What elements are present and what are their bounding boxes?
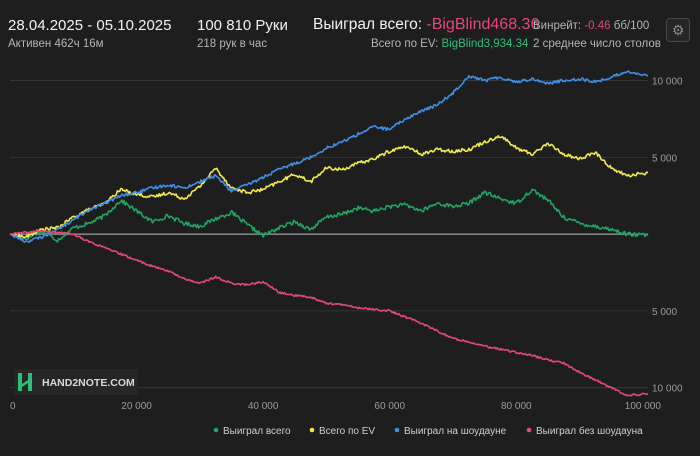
logo-text: HAND2NOTE.COM <box>42 377 135 389</box>
non-showdown-line <box>9 229 649 397</box>
x-tick-label: 100 000 <box>625 401 662 412</box>
chart-svg: 10 000 5 000 5 000 10 000 0 20 000 40 000 60 0… <box>9 70 683 437</box>
winrate: Винрейт: -0.46 бб/100 <box>533 20 649 32</box>
grid <box>10 80 648 389</box>
hands-per-hour: 218 рук в час <box>197 38 268 50</box>
active-time: Активен 462ч 16м <box>8 38 104 50</box>
gear-icon[interactable]: ⚙ <box>666 18 690 42</box>
legend-marker <box>213 427 219 433</box>
legend-item[interactable]: Выиграл всего <box>213 426 291 437</box>
winrate-label: Винрейт: <box>533 20 582 32</box>
y-tick-labels: 10 000 5 000 5 000 10 000 <box>652 76 683 394</box>
ev-value: BigBlind3,934.34 <box>441 38 529 50</box>
y-tick-label: 10 000 <box>652 76 683 87</box>
legend-item[interactable]: Выиграл без шоудауна <box>526 425 643 437</box>
date-range[interactable]: 28.04.2025 - 05.10.2025 <box>8 17 172 34</box>
logo-background <box>14 369 138 395</box>
hands-count: 100 810 Руки <box>197 17 288 34</box>
y-tick-label: 5 000 <box>652 153 677 164</box>
winrate-value: -0.46 <box>584 20 611 32</box>
results-chart: 10 000 5 000 5 000 10 000 0 20 000 40 000 60 0… <box>0 58 700 451</box>
legend-label: Выиграл всего <box>223 426 291 437</box>
x-tick-label: 0 <box>10 401 16 412</box>
winrate-unit: бб/100 <box>613 20 650 32</box>
summary-header: 28.04.2025 - 05.10.2025 Активен 462ч 16м… <box>0 0 700 58</box>
legend-label: Всего по EV <box>319 426 375 437</box>
x-tick-label: 20 000 <box>121 401 152 412</box>
legend-marker <box>309 427 315 433</box>
x-tick-label: 60 000 <box>374 401 405 412</box>
y-tick-label: 10 000 <box>652 384 683 395</box>
ev-label: Всего по EV: <box>371 38 439 50</box>
won-total-label: Выиграл всего: <box>313 16 423 33</box>
legend-marker <box>394 427 400 433</box>
won-total-line <box>9 188 649 243</box>
ev-total: Всего по EV: BigBlind3,934.34 <box>371 38 528 50</box>
x-tick-labels: 0 20 000 40 000 60 000 80 000 100 000 <box>10 401 661 412</box>
avg-tables: 2 среднее число столов <box>533 38 661 50</box>
y-tick-label: 5 000 <box>652 307 677 318</box>
won-total: Выиграл всего: -BigBlind468.36 <box>313 16 539 34</box>
showdown-line <box>9 70 649 244</box>
legend-marker <box>526 427 532 433</box>
legend-label: Выиграл на шоудауне <box>404 426 507 437</box>
ev-line <box>9 135 649 239</box>
h2n-logo-icon <box>18 373 32 391</box>
legend-item[interactable]: Всего по EV <box>309 426 376 437</box>
legend-item[interactable]: Выиграл на шоудауне <box>394 426 507 437</box>
hand2note-logo: HAND2NOTE.COM <box>14 369 138 395</box>
x-tick-label: 80 000 <box>501 401 532 412</box>
series-lines <box>9 70 649 397</box>
legend: Выиграл всего Всего по EV Выиграл на шоуда… <box>213 425 643 437</box>
x-tick-label: 40 000 <box>248 401 279 412</box>
legend-label: Выиграл без шоудауна <box>536 425 643 437</box>
won-total-value: -BigBlind468.36 <box>426 16 540 33</box>
